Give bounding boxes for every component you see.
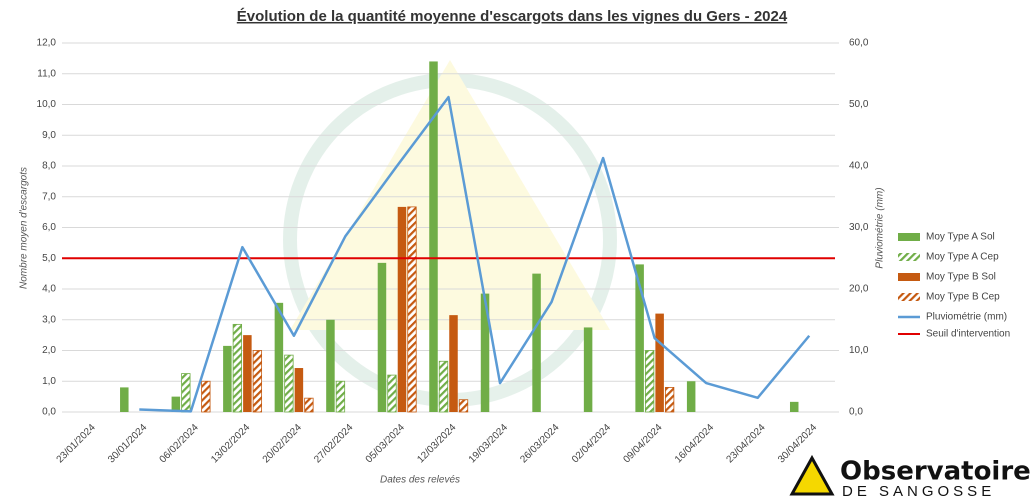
bar — [655, 313, 664, 412]
y-tick-label: 7,0 — [42, 191, 56, 202]
bar — [201, 380, 211, 413]
legend-swatch — [898, 293, 920, 301]
logo-title: Observatoire® — [840, 457, 1030, 487]
x-tick-label: 19/03/2024 — [467, 422, 510, 465]
y-tick-label: 6,0 — [42, 222, 56, 233]
x-tick-label: 20/02/2024 — [261, 422, 304, 465]
bar — [171, 396, 181, 412]
x-tick-label: 27/02/2024 — [312, 422, 355, 465]
bar — [449, 315, 458, 412]
x-tick-label: 30/01/2024 — [106, 422, 149, 465]
bar — [377, 262, 387, 412]
legend-swatch — [898, 233, 920, 241]
y-tick-label: 9,0 — [42, 130, 56, 141]
bar — [335, 380, 346, 413]
legend-label: Moy Type A Cep — [926, 252, 999, 263]
x-tick-label: 12/03/2024 — [415, 422, 458, 465]
x-tick-label: 23/04/2024 — [725, 422, 768, 465]
bar — [252, 350, 263, 413]
y2-tick-label: 20,0 — [849, 284, 869, 295]
bar — [664, 386, 675, 413]
bar — [480, 293, 490, 412]
y2-axis-title: Pluviométrie (mm) — [875, 187, 886, 268]
y2-tick-label: 60,0 — [849, 38, 869, 49]
x-tick-label: 09/04/2024 — [621, 422, 664, 465]
x-tick-label: 16/04/2024 — [673, 422, 716, 465]
legend-swatch — [898, 273, 920, 281]
legend-label: Moy Type B Sol — [926, 272, 996, 283]
x-tick-label: 02/04/2024 — [570, 422, 613, 465]
bar — [644, 350, 655, 413]
logo: Observatoire® DE SANGOSSE — [789, 454, 1030, 500]
bar — [458, 399, 469, 413]
bar — [635, 264, 644, 412]
bar — [326, 319, 335, 412]
y-axis-title: Nombre moyen d'escargots — [19, 167, 30, 289]
y-tick-label: 0,0 — [42, 407, 56, 418]
bar — [181, 373, 191, 413]
x-axis-title: Dates des relevés — [380, 475, 460, 486]
y-tick-label: 3,0 — [42, 314, 56, 325]
bar — [407, 206, 417, 413]
bar — [583, 327, 593, 412]
y-tick-label: 2,0 — [42, 345, 56, 356]
line — [139, 95, 811, 413]
chart-title: Évolution de la quantité moyenne d'escar… — [237, 8, 788, 25]
legend-label: Pluviométrie (mm) — [926, 312, 1007, 323]
y-tick-label: 12,0 — [37, 38, 57, 49]
bar — [304, 397, 314, 413]
x-tick-label: 05/03/2024 — [364, 422, 407, 465]
bar — [274, 302, 284, 412]
y-tick-label: 1,0 — [42, 376, 56, 387]
y2-tick-label: 30,0 — [849, 222, 869, 233]
bar — [223, 345, 232, 412]
x-tick-label: 06/02/2024 — [158, 422, 201, 465]
legend-swatch — [898, 253, 920, 261]
bar — [438, 360, 449, 413]
bar — [387, 374, 397, 413]
y2-tick-label: 10,0 — [849, 345, 869, 356]
y2-tick-label: 0,0 — [849, 407, 863, 418]
y-tick-label: 8,0 — [42, 161, 56, 172]
bar — [243, 335, 252, 412]
bar — [294, 368, 304, 412]
bar — [120, 387, 129, 412]
x-tick-label: 23/01/2024 — [55, 422, 98, 465]
y-tick-label: 4,0 — [42, 284, 56, 295]
legend-label: Moy Type B Cep — [926, 292, 1000, 303]
bar — [686, 381, 696, 412]
x-tick-label: 13/02/2024 — [209, 422, 252, 465]
logo-subtitle: DE SANGOSSE — [842, 483, 995, 500]
legend-label: Seuil d'intervention — [926, 329, 1010, 340]
y2-tick-label: 40,0 — [849, 161, 869, 172]
y-tick-label: 5,0 — [42, 253, 56, 264]
bar — [232, 323, 243, 413]
y-tick-label: 11,0 — [37, 68, 56, 79]
bar — [284, 354, 294, 413]
y2-tick-label: 50,0 — [849, 99, 869, 110]
bar — [429, 61, 438, 412]
x-tick-label: 26/03/2024 — [518, 422, 561, 465]
y-tick-label: 10,0 — [37, 99, 57, 110]
legend-label: Moy Type A Sol — [926, 232, 995, 243]
bar — [789, 401, 799, 412]
bar — [532, 273, 541, 412]
bar — [397, 206, 407, 412]
